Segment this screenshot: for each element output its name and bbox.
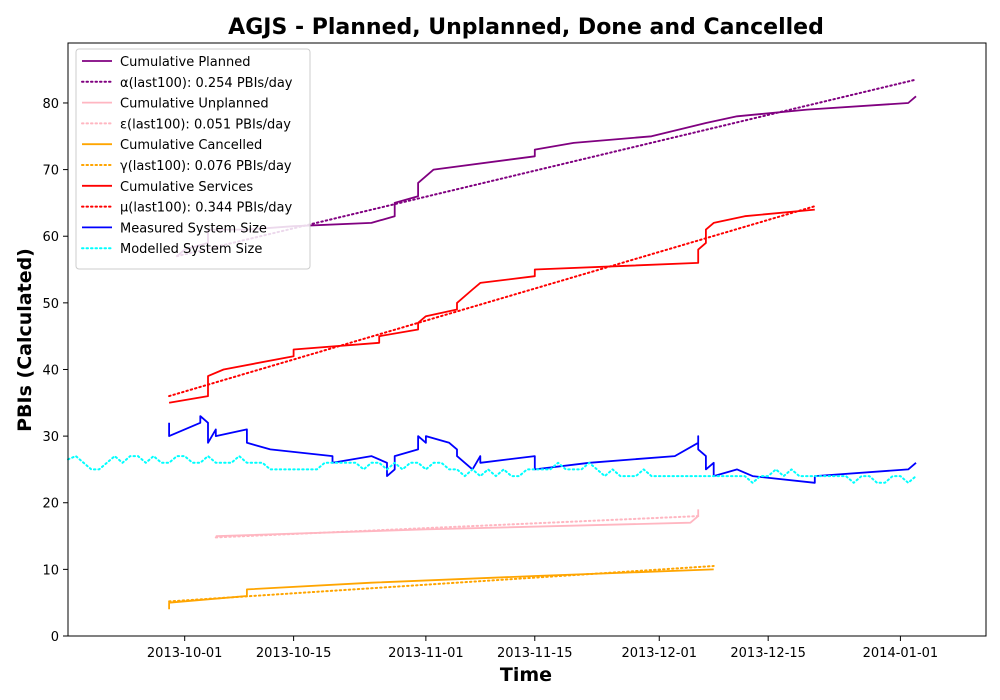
- series-line-cumulative-cancelled: [168, 568, 714, 610]
- legend-label: Modelled System Size: [120, 242, 262, 257]
- x-tick-label: 2014-01-01: [863, 646, 939, 661]
- legend-label: α(last100): 0.254 PBIs/day: [120, 76, 293, 91]
- legend-label: ε(last100): 0.051 PBIs/day: [120, 117, 291, 132]
- series-line-last100-0-344-pbis-day: [168, 205, 816, 398]
- series-line-cumulative-unplanned: [215, 509, 700, 537]
- series-line-last100-0-051-pbis-day: [214, 515, 700, 539]
- y-tick-label: 50: [42, 297, 59, 312]
- y-tick-label: 30: [42, 430, 59, 445]
- series-line-measured-system-size: [168, 415, 917, 484]
- x-axis-title: Time: [500, 664, 552, 686]
- y-axis-title: PBIs (Calculated): [14, 248, 36, 432]
- chart-title: AGJS - Planned, Unplanned, Done and Canc…: [228, 15, 824, 40]
- series-line-last100-0-076-pbis-day: [168, 565, 715, 603]
- legend-label: Measured System Size: [120, 221, 267, 236]
- legend-label: Cumulative Unplanned: [120, 97, 269, 112]
- legend-label: Cumulative Planned: [120, 55, 250, 70]
- x-tick-label: 2013-11-15: [497, 646, 573, 661]
- legend-label: Cumulative Cancelled: [120, 138, 262, 153]
- x-tick-label: 2013-12-01: [621, 646, 697, 661]
- plot-frame: [67, 42, 987, 637]
- legend-label: Cumulative Services: [120, 180, 253, 195]
- series-line-cumulative-services: [168, 208, 815, 404]
- legend-label: μ(last100): 0.344 PBIs/day: [120, 201, 292, 216]
- y-tick-label: 10: [42, 563, 59, 578]
- y-tick-label: 60: [42, 230, 59, 245]
- legend-label: γ(last100): 0.076 PBIs/day: [120, 159, 292, 174]
- y-tick-label: 80: [42, 97, 59, 112]
- y-tick-label: 40: [42, 363, 59, 378]
- x-tick-label: 2013-10-01: [147, 646, 223, 661]
- y-tick-label: 70: [42, 164, 59, 179]
- series-line-modelled-system-size: [67, 455, 917, 484]
- x-tick-label: 2013-11-01: [388, 646, 464, 661]
- legend: Cumulative Planned α(last100): 0.254 PBIs…: [75, 48, 311, 270]
- axes: 2013-10-01 2013-10-15 2013-11-01 2013-11-15…: [42, 42, 987, 661]
- y-tick-label: 20: [42, 497, 59, 512]
- legend-box: [75, 48, 311, 270]
- y-tick-label: 0: [51, 630, 59, 645]
- x-tick-label: 2013-10-15: [256, 646, 332, 661]
- x-tick-label: 2013-12-15: [730, 646, 806, 661]
